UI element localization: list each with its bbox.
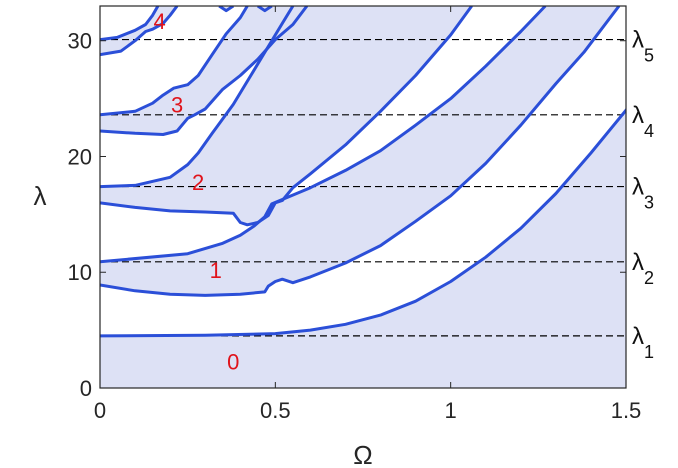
boundary-upper-0 <box>100 107 626 338</box>
region-label-1: 1 <box>210 258 222 283</box>
x-tick-label: 1 <box>445 398 457 423</box>
y-axis-label: λ <box>34 181 47 211</box>
level-label-1: λ1 <box>632 323 654 362</box>
band-region-4 <box>100 6 178 55</box>
boundary-lower-1 <box>100 6 621 297</box>
level-label-5: λ5 <box>632 27 654 66</box>
region-label-0: 0 <box>227 349 239 374</box>
band-region-2 <box>100 6 472 225</box>
plot-frame <box>99 5 627 389</box>
axes <box>99 5 627 389</box>
x-tick-label: 0.5 <box>260 398 291 423</box>
band-region-1 <box>100 6 619 296</box>
region-labels: 0 1 2 3 4 <box>153 9 239 374</box>
band-region-0 <box>100 110 626 388</box>
boundary-upper-5 <box>218 6 235 13</box>
boundary-upper-4 <box>100 6 160 42</box>
boundary-upper-3 <box>100 6 249 117</box>
x-tick-label: 0 <box>94 398 106 423</box>
x-tick-label: 1.5 <box>611 398 642 423</box>
boundary-lower-4 <box>100 6 179 57</box>
region-label-4: 4 <box>153 9 165 34</box>
level-label-2: λ2 <box>632 249 654 288</box>
boundary-lower-3 <box>100 6 309 136</box>
y-tick-label: 0 <box>80 376 92 401</box>
band-boundaries <box>100 6 626 338</box>
y-tick-label: 20 <box>68 144 92 169</box>
level-labels: λ1 λ2 λ3 λ4 λ5 <box>632 27 654 362</box>
boundary-lower-5 <box>256 6 273 13</box>
boundary-lower-2 <box>100 6 473 227</box>
level-label-4: λ4 <box>632 102 654 141</box>
region-label-3: 3 <box>171 92 183 117</box>
region-label-2: 2 <box>192 170 204 195</box>
boundary-upper-1 <box>100 6 547 264</box>
boundary-upper-2 <box>100 6 295 189</box>
level-label-3: λ3 <box>632 174 654 213</box>
y-tick-label: 30 <box>68 29 92 54</box>
y-tick-label: 10 <box>68 260 92 285</box>
x-axis-label: Ω <box>353 440 372 468</box>
